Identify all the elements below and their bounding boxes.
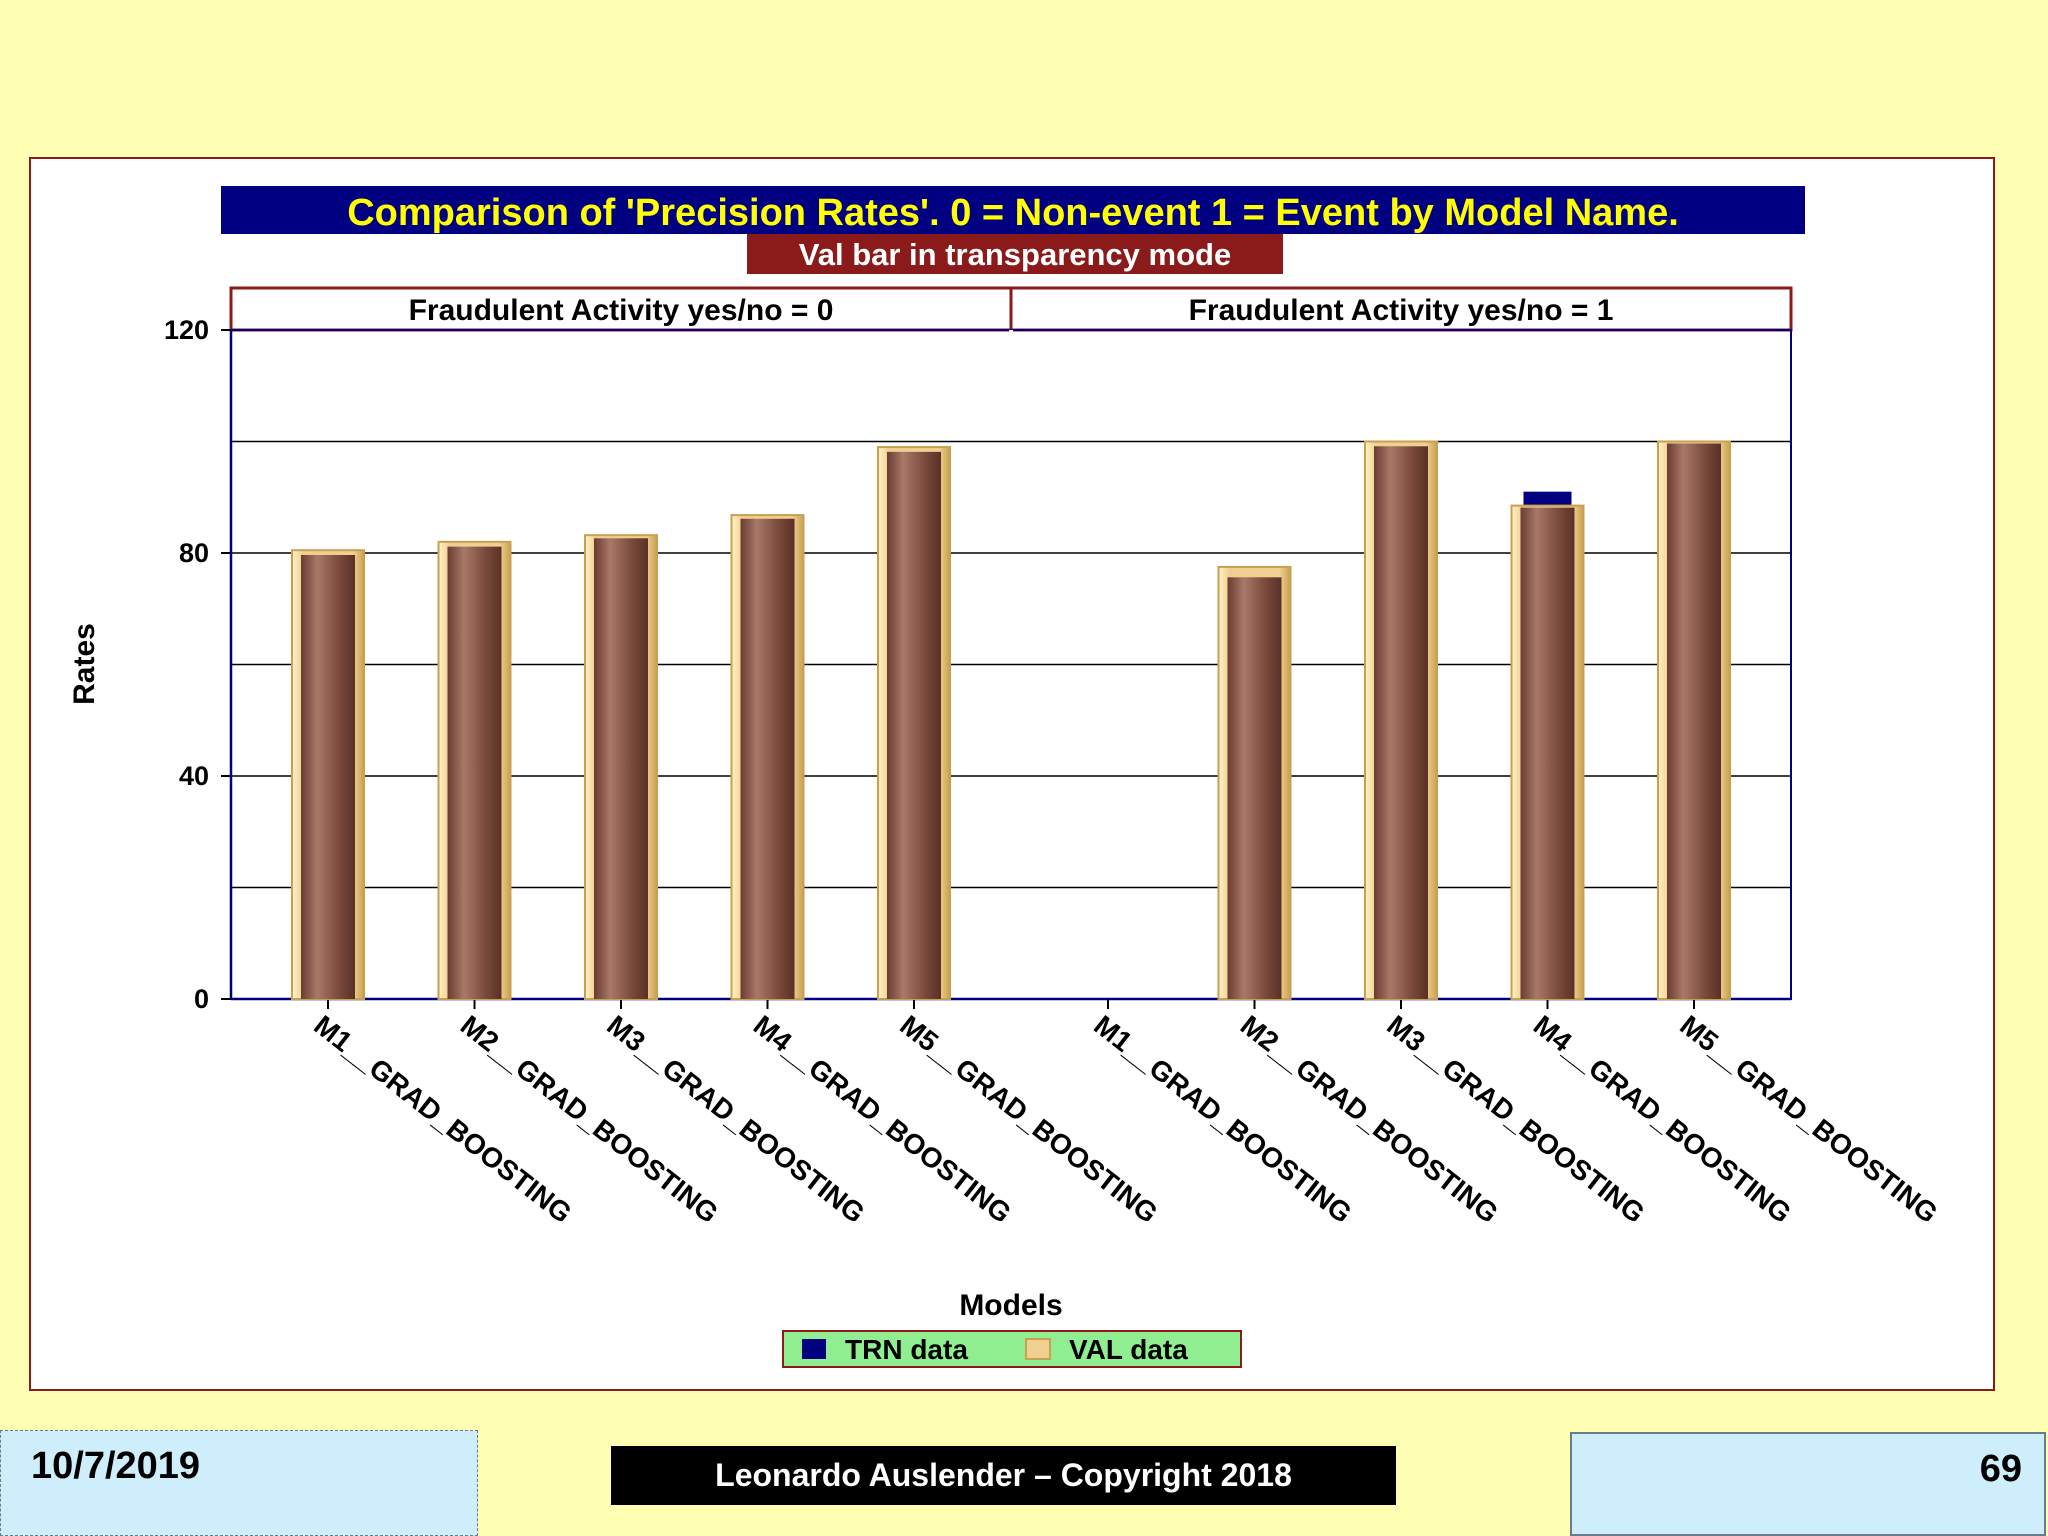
y-tick-label: 120: [164, 315, 209, 345]
footer-page-box: 69: [1570, 1432, 2046, 1536]
x-tick-label: M1__GRAD_BOOSTING: [308, 1009, 577, 1229]
x-tick-label: M3__GRAD_BOOSTING: [1381, 1009, 1650, 1229]
trn-bar-excess: [1523, 491, 1572, 506]
y-tick-label: 80: [179, 538, 209, 568]
x-tick-label: M2__GRAD_BOOSTING: [1235, 1009, 1504, 1229]
x-tick-label: M5__GRAD_BOOSTING: [1674, 1009, 1943, 1229]
x-tick-label: M2__GRAD_BOOSTING: [455, 1009, 724, 1229]
chart-title: Comparison of 'Precision Rates'. 0 = Non…: [347, 192, 1679, 234]
x-tick-label: M4__GRAD_BOOSTING: [748, 1009, 1017, 1229]
footer-date-box: 10/7/2019: [0, 1430, 478, 1536]
legend-label-trn: TRN data: [845, 1334, 968, 1365]
chart-title-background: [221, 186, 1805, 234]
x-axis-tick-labels: M1__GRAD_BOOSTINGM2__GRAD_BOOSTINGM3__GR…: [308, 1009, 1943, 1229]
chart-svg: Comparison of 'Precision Rates'. 0 = Non…: [68, 186, 1944, 1368]
legend-swatch-val: [1025, 1338, 1051, 1360]
page-number: 69: [1979, 1448, 2022, 1490]
trn-bar: [887, 451, 941, 999]
y-axis-title: Rates: [68, 623, 101, 705]
footer-copyright: Leonardo Auslender – Copyright 2018: [611, 1446, 1396, 1505]
y-axis-ticks: 0 40 80 120: [164, 315, 231, 1014]
trn-bar: [1374, 446, 1428, 1000]
panel-header-box: [1009, 286, 1793, 332]
x-tick-label: M4__GRAD_BOOSTING: [1528, 1009, 1797, 1229]
trn-bar: [594, 538, 648, 999]
legend-box: [782, 1330, 1242, 1368]
trn-bar: [1667, 443, 1721, 999]
footer-date: 10/7/2019: [31, 1445, 201, 1487]
bars: [291, 440, 1731, 1009]
trn-bar: [301, 555, 355, 999]
x-tick-label: M3__GRAD_BOOSTING: [601, 1009, 870, 1229]
x-axis-title: Models: [959, 1289, 1062, 1322]
chart-subtitle: Val bar in transparency mode: [799, 237, 1231, 272]
trn-bar: [740, 518, 795, 999]
chart-frame: Comparison of 'Precision Rates'. 0 = Non…: [29, 157, 1995, 1391]
trn-bar: [1227, 577, 1282, 999]
trn-bar: [1520, 507, 1575, 999]
panel-label: Fraudulent Activity yes/no = 1: [1189, 294, 1614, 327]
legend-swatch-trn: [802, 1339, 826, 1359]
y-tick-label: 0: [194, 984, 209, 1014]
y-tick-label: 40: [179, 761, 209, 791]
trn-bar: [447, 546, 502, 999]
legend-label-val: VAL data: [1069, 1334, 1188, 1365]
panel-label: Fraudulent Activity yes/no = 0: [409, 294, 834, 327]
chart-subtitle-background: [747, 234, 1283, 274]
